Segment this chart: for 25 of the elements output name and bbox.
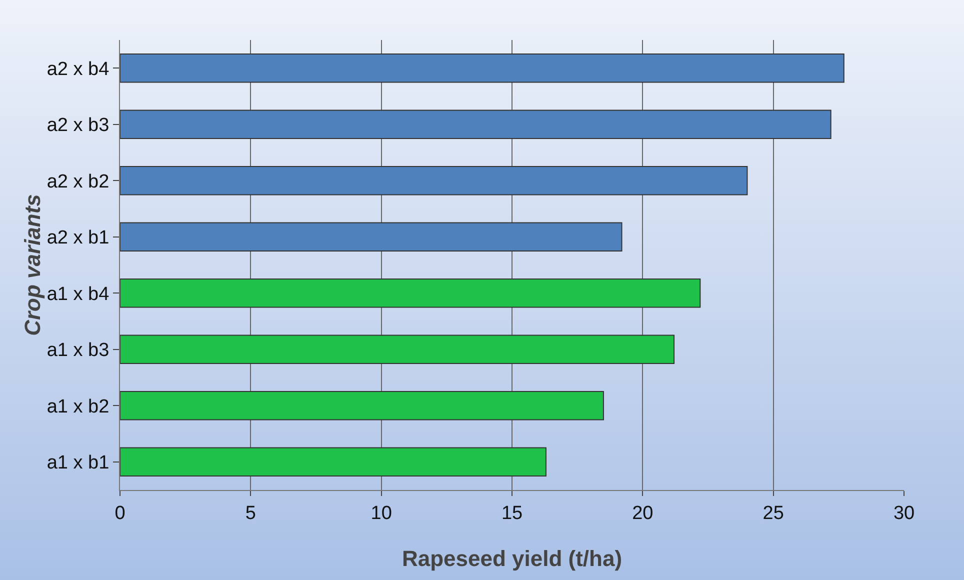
bar [120,222,622,252]
bar [120,278,701,308]
x-axis-title: Rapeseed yield (t/ha) [402,546,622,571]
bar [120,391,604,420]
x-tick-label: 15 [501,502,523,524]
y-tick-label: a2 x b2 [46,171,110,192]
y-tick-label: a1 x b4 [46,284,110,305]
x-tick-label: 10 [370,502,392,524]
y-axis-title: Crop variants [20,194,45,336]
x-tick-label: 0 [114,502,126,524]
y-tick-label: a1 x b1 [46,452,110,474]
bar [120,110,832,139]
bar [120,334,675,364]
bar [120,447,546,476]
y-tick-label: a2 x b4 [46,58,110,80]
x-tick-label: 5 [245,502,256,524]
x-tick-label: 20 [632,502,654,524]
y-tick-label: a2 x b1 [46,228,110,249]
bar [120,54,844,83]
x-tick-label: 25 [762,502,784,524]
y-tick-label: a1 x b2 [46,396,110,418]
y-tick-label: a2 x b3 [46,115,110,136]
bar [120,166,748,196]
x-tick-label: 30 [893,502,915,524]
y-tick-label: a1 x b3 [46,340,110,362]
